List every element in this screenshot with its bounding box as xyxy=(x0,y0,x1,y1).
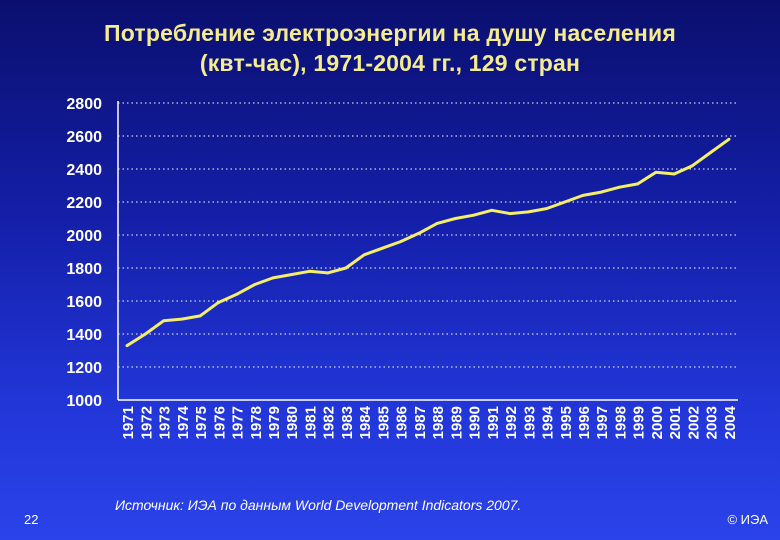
data-point xyxy=(526,210,530,214)
data-point xyxy=(417,231,421,235)
series-line xyxy=(125,137,731,348)
x-tick-label: 1988 xyxy=(430,406,447,439)
chart-title-line1: Потребление электроэнергии на душу насел… xyxy=(104,20,676,46)
y-tick-label: 2200 xyxy=(66,195,102,212)
data-point xyxy=(180,317,184,321)
x-tick-label: 1993 xyxy=(521,406,538,439)
data-point xyxy=(636,182,640,186)
data-point xyxy=(618,185,621,189)
data-point xyxy=(125,344,129,347)
data-point xyxy=(216,301,220,305)
x-tick-label: 1973 xyxy=(157,406,174,439)
x-tick-label: 1987 xyxy=(412,406,429,439)
x-tick-label: 1984 xyxy=(357,405,374,439)
data-point xyxy=(198,314,202,318)
data-point xyxy=(308,269,311,273)
chart-title: Потребление электроэнергии на душу насел… xyxy=(0,18,780,78)
x-tick-label: 2003 xyxy=(704,406,721,439)
data-point xyxy=(326,271,330,275)
x-tick-label: 1974 xyxy=(175,405,192,439)
data-point xyxy=(672,172,676,176)
y-tick-label: 2000 xyxy=(66,228,102,245)
x-tick-label: 1979 xyxy=(266,406,283,439)
slide-number: 22 xyxy=(24,512,39,527)
data-point xyxy=(143,332,147,336)
x-tick-label: 1992 xyxy=(503,406,520,439)
x-tick-label: 2004 xyxy=(722,405,739,439)
x-tick-label: 1971 xyxy=(120,406,137,439)
data-point xyxy=(508,212,512,215)
data-point xyxy=(362,253,366,257)
y-tick-label: 1000 xyxy=(66,393,102,410)
x-tick-label: 1980 xyxy=(284,406,301,439)
y-tick-label: 1600 xyxy=(66,294,102,311)
data-point xyxy=(253,283,257,286)
x-tick-label: 1986 xyxy=(394,406,411,439)
x-tick-label: 1989 xyxy=(448,406,465,439)
data-point xyxy=(691,164,694,168)
data-point xyxy=(381,246,384,250)
data-point xyxy=(289,273,293,276)
data-point xyxy=(271,276,275,280)
data-point xyxy=(599,190,603,194)
x-tick-label: 1998 xyxy=(612,406,629,439)
data-point xyxy=(472,213,475,217)
data-point xyxy=(453,217,457,220)
x-tick-label: 1997 xyxy=(594,406,611,439)
x-tick-label: 1991 xyxy=(485,406,502,439)
x-tick-label: 1999 xyxy=(631,406,648,439)
x-tick-label: 1972 xyxy=(138,406,155,439)
x-tick-label: 1985 xyxy=(375,406,392,439)
x-tick-label: 2002 xyxy=(685,406,702,439)
data-point xyxy=(399,240,403,244)
y-tick-label: 1200 xyxy=(66,360,102,377)
x-tick-label: 1976 xyxy=(211,406,228,439)
chart-title-line2: (квт-час), 1971-2004 гг., 129 стран xyxy=(199,50,581,76)
y-tick-label: 2800 xyxy=(66,96,102,113)
x-tick-label: 1977 xyxy=(230,406,247,439)
data-point xyxy=(654,170,658,174)
x-tick-label: 1981 xyxy=(302,406,319,439)
data-point xyxy=(435,222,439,225)
x-tick-label: 2001 xyxy=(667,406,684,439)
x-tick-label: 1994 xyxy=(540,405,557,439)
data-point xyxy=(709,151,713,154)
x-tick-label: 1990 xyxy=(467,406,484,439)
data-point xyxy=(344,266,348,270)
y-tick-label: 2400 xyxy=(66,162,102,179)
data-point xyxy=(162,319,165,323)
x-tick-label: 1996 xyxy=(576,406,593,439)
data-point xyxy=(563,200,567,204)
source-note: Источник: ИЭА по данным World Developmen… xyxy=(115,497,522,513)
x-tick-label: 1982 xyxy=(321,406,338,439)
data-point xyxy=(545,207,548,211)
x-tick-label: 1995 xyxy=(558,406,575,439)
x-tick-label: 1983 xyxy=(339,406,356,439)
x-tick-label: 1975 xyxy=(193,406,210,439)
y-tick-label: 2600 xyxy=(66,129,102,146)
x-tick-label: 1978 xyxy=(248,406,265,439)
data-point xyxy=(581,194,585,197)
x-tick-label: 2000 xyxy=(649,406,666,439)
data-point xyxy=(235,293,238,296)
data-point xyxy=(727,137,731,141)
y-tick-label: 1800 xyxy=(66,261,102,278)
y-tick-label: 1400 xyxy=(66,327,102,344)
copyright-notice: © ИЭА xyxy=(727,512,768,527)
data-point xyxy=(490,208,494,212)
